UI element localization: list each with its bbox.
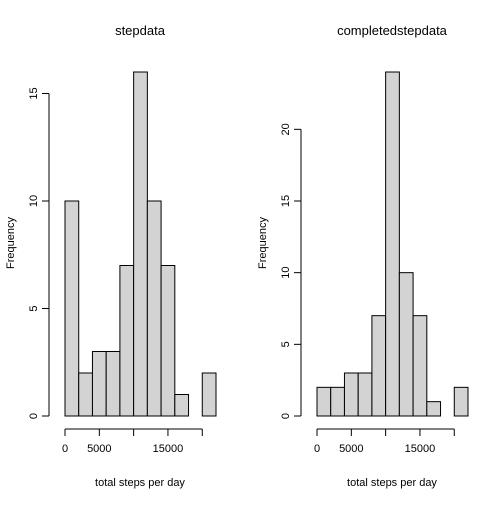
panel-title: stepdata xyxy=(115,23,166,38)
y-tick-label: 10 xyxy=(280,267,292,279)
histogram-bar xyxy=(78,372,93,417)
histogram-bar xyxy=(91,351,107,417)
histogram-bar xyxy=(174,394,190,417)
y-tick-label: 5 xyxy=(280,341,292,347)
histogram-bar xyxy=(330,386,345,417)
panel-stepdata: stepdata total steps per day Frequency 0… xyxy=(5,23,217,489)
histogram-bar xyxy=(343,372,359,417)
histogram-bar xyxy=(371,315,387,417)
x-axis: 0 5000 15000 xyxy=(314,428,455,455)
y-tick-label: 20 xyxy=(280,123,292,135)
y-tick-label: 0 xyxy=(280,413,292,419)
histogram-bar xyxy=(105,351,121,417)
bars xyxy=(64,71,217,417)
histogram-bar xyxy=(453,386,469,417)
histogram-bar xyxy=(146,200,162,417)
histogram-bar xyxy=(412,315,428,417)
y-axis: 0 5 10 15 20 xyxy=(280,123,302,419)
y-axis-label: Frequency xyxy=(257,217,269,269)
histogram-bar xyxy=(426,401,442,417)
panel-completedstepdata: completedstepdata total steps per day Fr… xyxy=(257,23,469,489)
histogram-bar xyxy=(357,372,373,417)
histogram-bar xyxy=(160,265,176,417)
x-axis-label: total steps per day xyxy=(347,477,437,489)
y-tick-label: 5 xyxy=(28,305,40,311)
y-tick-label: 10 xyxy=(28,195,40,207)
histogram-bar xyxy=(201,372,217,417)
x-tick-label: 0 xyxy=(62,443,68,455)
x-tick-label: 5000 xyxy=(87,443,111,455)
y-axis: 0 5 10 15 xyxy=(28,87,50,419)
histogram-bar xyxy=(64,200,80,417)
histogram-bar xyxy=(385,71,400,417)
histogram-bar xyxy=(316,386,332,417)
bars xyxy=(316,71,469,417)
x-tick-label: 15000 xyxy=(405,443,436,455)
y-axis-label: Frequency xyxy=(5,217,17,269)
histogram-bar xyxy=(398,272,414,417)
y-tick-label: 15 xyxy=(280,195,292,207)
y-tick-label: 0 xyxy=(28,413,40,419)
panel-title: completedstepdata xyxy=(337,23,448,38)
histogram-bar xyxy=(119,265,135,417)
x-tick-label: 5000 xyxy=(339,443,363,455)
x-axis-label: total steps per day xyxy=(95,477,185,489)
x-axis: 0 5000 15000 xyxy=(62,428,203,455)
histogram-bar xyxy=(133,71,148,417)
x-tick-label: 15000 xyxy=(153,443,184,455)
y-tick-label: 15 xyxy=(28,87,40,99)
x-tick-label: 0 xyxy=(314,443,320,455)
